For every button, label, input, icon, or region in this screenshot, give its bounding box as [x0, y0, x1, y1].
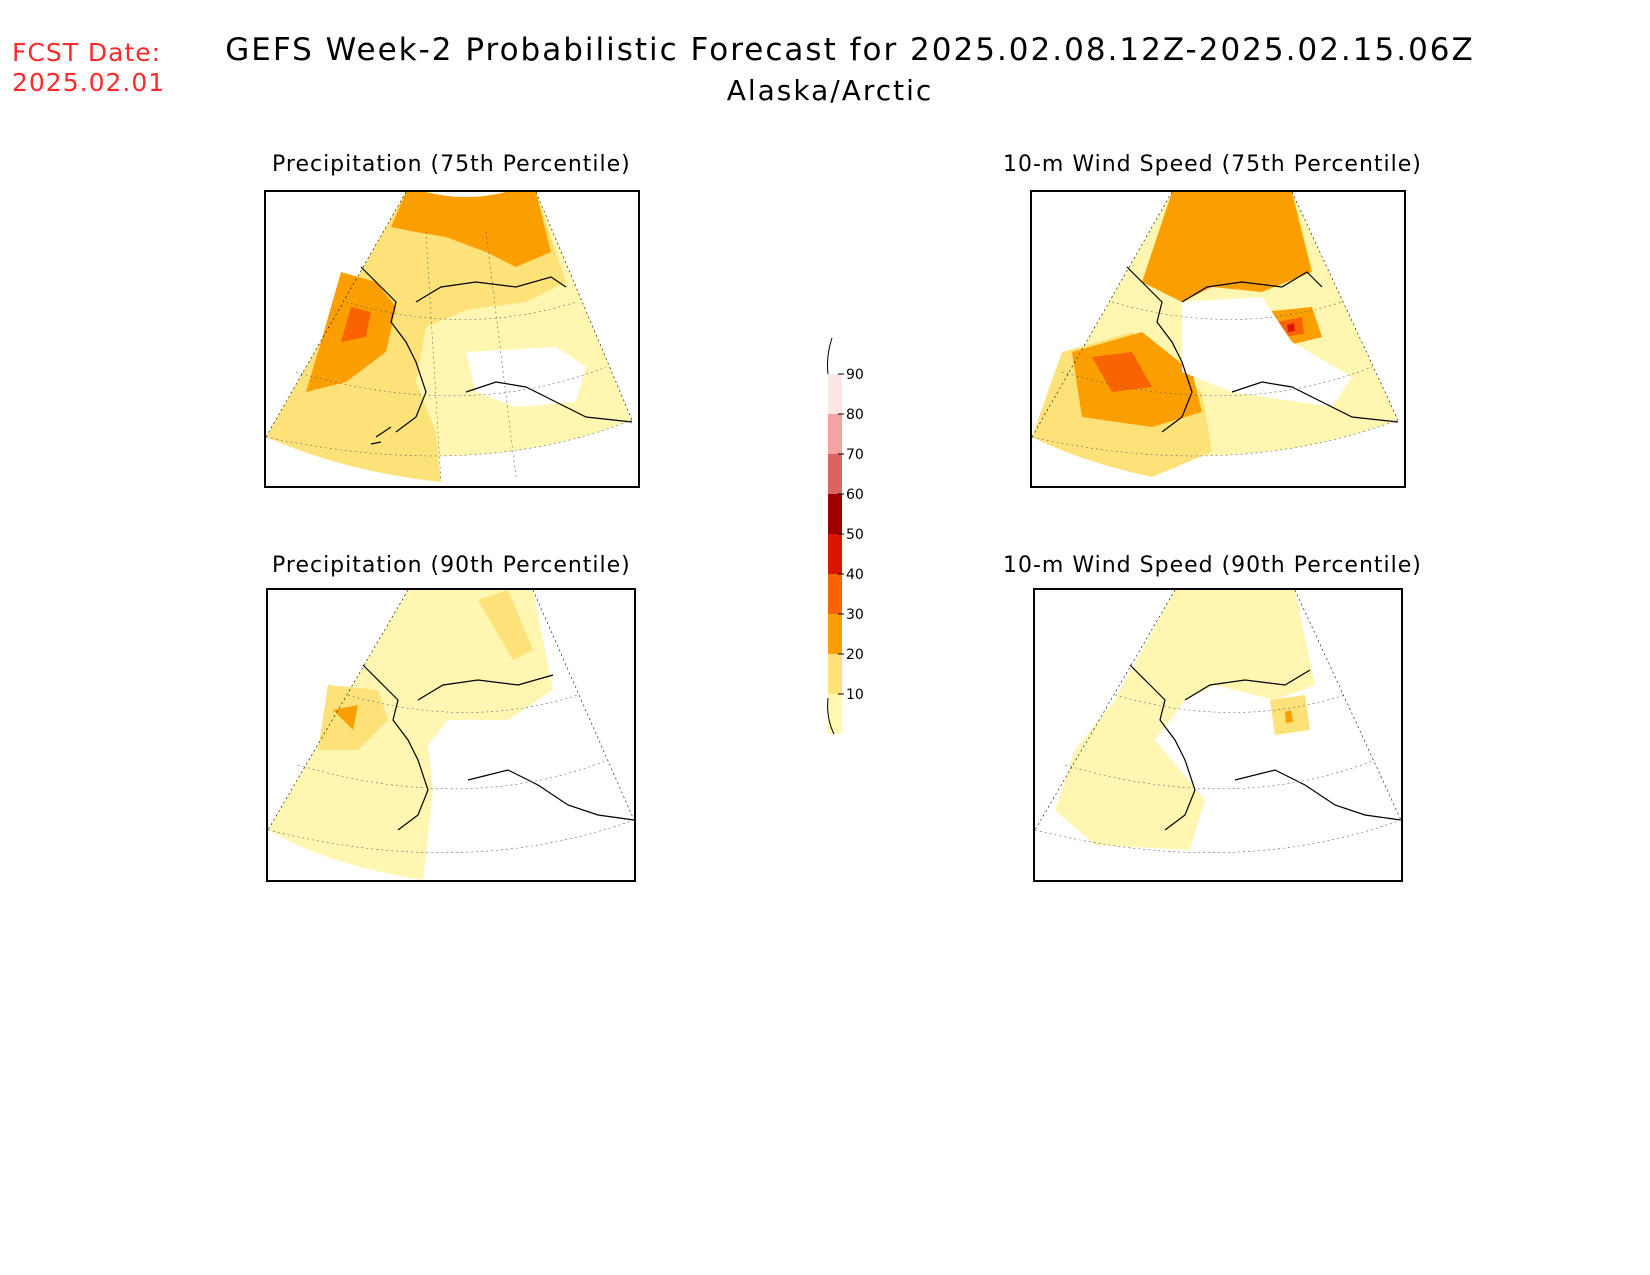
map-panel-wind-75	[1030, 190, 1406, 488]
colorbar-tick-label: 10	[846, 687, 864, 703]
fcst-date-caption: FCST Date:	[12, 38, 162, 67]
colorbar-tick-label: 30	[846, 607, 864, 623]
colorbar-tick-label: 90	[846, 367, 864, 383]
map-wind-90	[1035, 590, 1401, 854]
map-panel-precip-75	[264, 190, 640, 488]
colorbar-tick-label: 20	[846, 647, 864, 663]
colorbar-top-tip	[827, 337, 833, 375]
colorbar-swatch	[828, 614, 842, 654]
main-title: GEFS Week-2 Probabilistic Forecast for 2…	[225, 32, 1475, 68]
colorbar-swatch	[828, 454, 842, 494]
colorbar-swatch	[828, 414, 842, 454]
colorbar-swatch	[828, 374, 842, 414]
colorbar-swatch	[828, 694, 842, 734]
map-wind-75	[1032, 192, 1399, 477]
colorbar-tick-label: 80	[846, 407, 864, 423]
colorbar-bottom-tip	[827, 697, 835, 735]
colorbar-swatch	[828, 494, 842, 534]
forecast-date-label: FCST Date: 2025.02.01	[12, 38, 165, 98]
colorbar-tick-label: 60	[846, 487, 864, 503]
map-panel-wind-90	[1033, 588, 1403, 882]
colorbar-swatch	[828, 574, 842, 614]
map-panel-precip-90	[266, 588, 636, 882]
page-title: GEFS Week-2 Probabilistic Forecast for 2…	[0, 32, 1650, 107]
region-subtitle: Alaska/Arctic	[726, 74, 934, 107]
colorbar-tick-label: 70	[846, 447, 864, 463]
colorbar-swatch	[828, 534, 842, 574]
colorbar: 90 80 70 60 50 40 30 20 10	[800, 336, 880, 736]
colorbar-tick-label: 50	[846, 527, 864, 543]
map-precip-75	[266, 192, 633, 483]
map-precip-90	[268, 590, 634, 880]
colorbar-swatch	[828, 654, 842, 694]
colorbar-tick-label: 40	[846, 567, 864, 583]
panel-title-precip-90: Precipitation (90th Percentile)	[272, 553, 631, 578]
panel-title-precip-75: Precipitation (75th Percentile)	[272, 152, 631, 177]
panel-title-wind-90: 10-m Wind Speed (90th Percentile)	[1003, 553, 1422, 578]
colorbar-svg: 90 80 70 60 50 40 30 20 10	[827, 337, 864, 735]
fcst-date-value: 2025.02.01	[12, 68, 166, 97]
panel-title-wind-75: 10-m Wind Speed (75th Percentile)	[1003, 152, 1422, 177]
